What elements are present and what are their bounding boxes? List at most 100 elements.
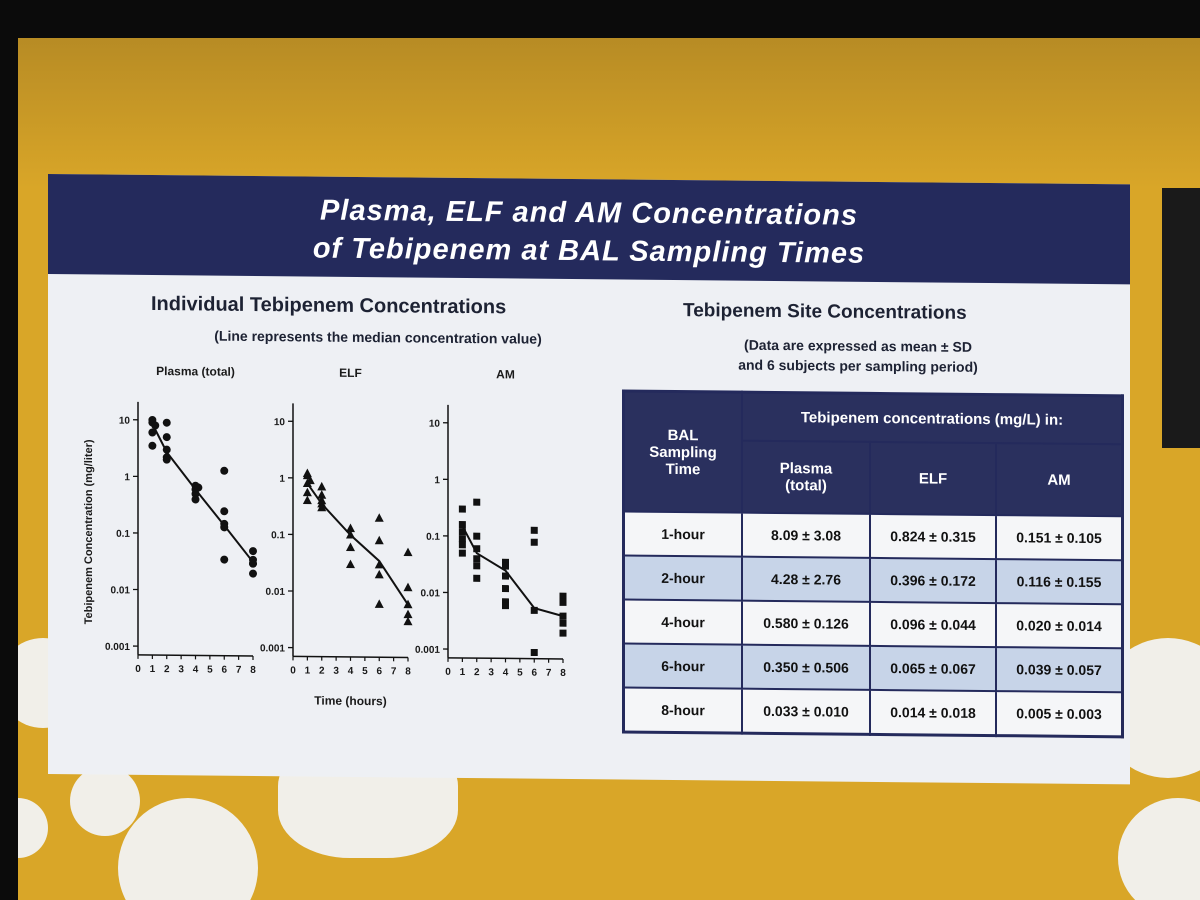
cell-elf: 0.096 ± 0.044 (870, 601, 996, 648)
data-point (249, 559, 257, 568)
data-point (403, 582, 413, 592)
data-point (162, 445, 171, 454)
x-tick-label: 1 (305, 665, 311, 676)
data-point (530, 526, 538, 534)
data-point (148, 441, 157, 450)
cell-plasma: 0.580 ± 0.126 (742, 600, 870, 646)
x-tick-label: 6 (531, 668, 537, 679)
x-tick-label: 7 (546, 668, 552, 679)
median-line (151, 423, 254, 563)
table-row: 6-hour 0.350 ± 0.506 0.065 ± 0.067 0.039… (623, 643, 1123, 693)
table-row: 2-hour 4.28 ± 2.76 0.396 ± 0.172 0.116 ±… (623, 555, 1123, 605)
cell-time: 6-hour (623, 643, 742, 689)
data-point (458, 520, 466, 529)
x-tick-label: 4 (503, 667, 509, 678)
data-point (502, 585, 509, 593)
projection-screen: Plasma, ELF and AM Concentrations of Teb… (18, 38, 1200, 900)
data-point (403, 609, 413, 619)
slide-title-line1: Plasma, ELF and AM Concentrations (320, 194, 858, 232)
table-row: 8-hour 0.033 ± 0.010 0.014 ± 0.018 0.005… (623, 687, 1123, 737)
x-tick-label: 8 (405, 666, 411, 677)
decorative-dot (70, 766, 140, 836)
data-point (148, 428, 157, 437)
data-point (458, 528, 466, 536)
data-point (302, 487, 312, 497)
data-point (473, 498, 481, 506)
y-tick-label: 0.1 (271, 530, 285, 541)
x-tick-label: 2 (474, 667, 480, 678)
data-point (374, 535, 384, 545)
data-point (249, 547, 257, 556)
x-tick-label: 2 (164, 664, 170, 675)
data-point (502, 602, 509, 610)
data-point (317, 481, 327, 491)
data-point (220, 466, 229, 475)
cell-plasma: 0.033 ± 0.010 (742, 688, 870, 734)
data-point (403, 599, 413, 609)
data-point (374, 559, 384, 569)
x-tick-label: 6 (376, 666, 382, 677)
data-point (374, 569, 384, 579)
data-point (317, 490, 327, 499)
x-tick-label: 2 (319, 666, 325, 677)
left-panel-subheading: (Line represents the median concentratio… (214, 327, 542, 347)
data-point (530, 606, 538, 614)
x-tick-label: 5 (517, 668, 523, 679)
cell-am: 0.039 ± 0.057 (996, 647, 1123, 693)
x-tick-label: 5 (362, 666, 368, 677)
data-point (220, 523, 229, 532)
y-tick-label: 0.01 (266, 587, 286, 598)
data-point (374, 513, 384, 522)
data-point (559, 598, 567, 606)
cell-time: 2-hour (623, 555, 742, 601)
decorative-dot (1118, 798, 1200, 900)
data-point (317, 502, 327, 512)
data-point (346, 559, 355, 569)
y-tick-label: 1 (434, 475, 440, 486)
cell-plasma: 4.28 ± 2.76 (742, 556, 870, 602)
right-panel-note-line1: (Data are expressed as mean ± SD (744, 336, 972, 355)
data-point (559, 629, 567, 637)
cell-elf: 0.065 ± 0.067 (870, 645, 996, 692)
x-tick-label: 0 (135, 664, 141, 675)
x-tick-label: 7 (391, 666, 397, 677)
y-tick-label: 0.1 (116, 529, 130, 540)
data-point (194, 483, 203, 492)
cell-am: 0.151 ± 0.105 (996, 515, 1123, 561)
x-tick-label: 3 (178, 664, 184, 675)
header-text: Time (665, 460, 701, 478)
cell-time: 8-hour (623, 687, 742, 733)
cell-elf: 0.014 ± 0.018 (870, 689, 996, 736)
data-point (305, 475, 315, 485)
table-row: 1-hour 8.09 ± 3.08 0.824 ± 0.315 0.151 ±… (623, 511, 1123, 561)
data-point (458, 505, 466, 513)
data-point (473, 574, 481, 582)
data-point (458, 535, 466, 543)
x-tick-label: 3 (333, 666, 339, 677)
data-point (302, 495, 312, 505)
data-point (473, 555, 481, 563)
data-point (346, 523, 355, 533)
left-panel-heading: Individual Tebipenem Concentrations (151, 292, 507, 319)
data-point (346, 530, 355, 539)
data-point (473, 532, 481, 540)
cell-plasma: 0.350 ± 0.506 (742, 644, 870, 690)
side-monitor (1162, 188, 1200, 448)
y-tick-label: 0.1 (426, 532, 440, 543)
header-elf: ELF (870, 441, 996, 516)
data-point (151, 421, 160, 430)
y-tick-label: 0.001 (415, 645, 440, 656)
x-tick-label: 0 (290, 665, 296, 676)
data-point (220, 507, 229, 516)
y-axis-label: Tebipenem Concentration (mg/liter) (83, 439, 95, 624)
data-point (162, 433, 171, 442)
cell-plasma: 8.09 ± 3.08 (742, 512, 870, 558)
header-am: AM (996, 443, 1123, 517)
median-line (461, 525, 564, 618)
right-panel-heading: Tebipenem Site Concentrations (683, 300, 967, 324)
chart-title: AM (496, 367, 515, 381)
data-point (403, 547, 413, 557)
cell-elf: 0.824 ± 0.315 (870, 513, 996, 560)
y-tick-label: 1 (279, 474, 285, 485)
data-point (559, 612, 567, 620)
